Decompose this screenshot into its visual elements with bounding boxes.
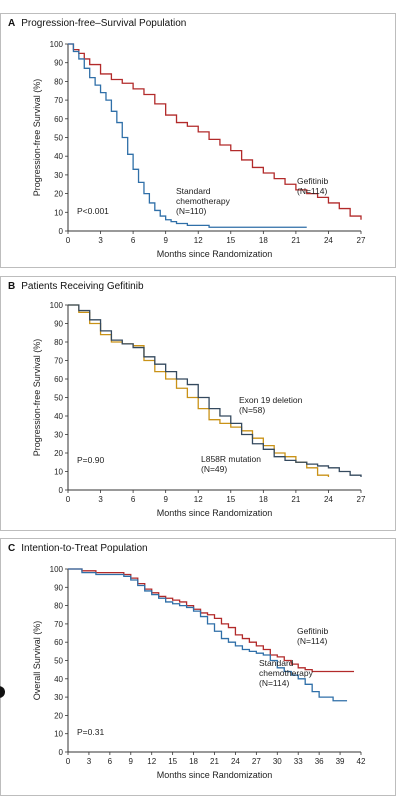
x-tick-label: 0 xyxy=(66,236,71,245)
y-tick-label: 80 xyxy=(54,602,63,611)
panel-a-title: A Progression-free–Survival Population xyxy=(8,18,187,29)
x-tick-label: 3 xyxy=(87,757,92,766)
x-tick-label: 6 xyxy=(131,495,136,504)
x-tick-label: 27 xyxy=(357,236,366,245)
y-tick-label: 0 xyxy=(59,227,64,236)
series-label-0: Gefitinib (N=114) xyxy=(297,626,328,646)
x-tick-label: 33 xyxy=(294,757,303,766)
y-tick-label: 10 xyxy=(54,468,63,477)
y-tick-label: 70 xyxy=(54,357,63,366)
x-tick-label: 18 xyxy=(259,236,268,245)
x-tick-label: 21 xyxy=(210,757,219,766)
y-tick-label: 80 xyxy=(54,338,63,347)
y-tick-label: 100 xyxy=(50,301,64,310)
series-line-1 xyxy=(68,43,307,228)
series-line-1 xyxy=(68,304,362,478)
y-axis-label: Progression-free Survival (%) xyxy=(32,79,42,197)
x-tick-label: 24 xyxy=(324,495,333,504)
y-tick-label: 30 xyxy=(54,693,63,702)
y-tick-label: 60 xyxy=(54,375,63,384)
y-tick-label: 90 xyxy=(54,320,63,329)
x-axis-label: Months since Randomization xyxy=(157,770,273,780)
panel-b-chart: 0 10 20 30 40 50 60 70 80 90 100 0 3 6 9 12 15 18 21 24 27 Mo… xyxy=(32,301,366,518)
y-tick-label: 0 xyxy=(59,486,64,495)
y-tick-label: 30 xyxy=(54,171,63,180)
x-tick-label: 18 xyxy=(189,757,198,766)
x-tick-label: 18 xyxy=(259,495,268,504)
x-tick-label: 6 xyxy=(131,236,136,245)
series-line-0 xyxy=(68,43,362,220)
panel-c-title: C Intention-to-Treat Population xyxy=(8,543,148,554)
x-tick-label: 9 xyxy=(163,236,168,245)
x-tick-label: 12 xyxy=(194,495,203,504)
y-tick-label: 100 xyxy=(50,40,64,49)
x-tick-label: 27 xyxy=(357,495,366,504)
y-tick-label: 30 xyxy=(54,431,63,440)
y-tick-label: 70 xyxy=(54,620,63,629)
series-label-1: Standard chemotherapy (N=110) xyxy=(176,186,231,216)
y-tick-label: 20 xyxy=(54,711,63,720)
y-tick-label: 50 xyxy=(54,134,63,143)
x-axis-label: Months since Randomization xyxy=(157,508,273,518)
panel-b-frame: B Patients Receiving Gefitinib 0 10 20 30 40 5… xyxy=(0,276,396,531)
y-axis-label: Overall Survival (%) xyxy=(32,621,42,701)
series-label-1: L858R mutation (N=49) xyxy=(201,454,261,474)
y-tick-label: 0 xyxy=(59,748,64,757)
y-tick-label: 40 xyxy=(54,675,63,684)
y-tick-label: 90 xyxy=(54,59,63,68)
x-tick-label: 15 xyxy=(226,236,235,245)
y-tick-label: 50 xyxy=(54,394,63,403)
x-tick-label: 0 xyxy=(66,757,71,766)
x-tick-label: 12 xyxy=(194,236,203,245)
panel-a-frame: A Progression-free–Survival Population 0 1… xyxy=(0,13,396,268)
x-tick-label: 27 xyxy=(252,757,261,766)
x-tick-label: 12 xyxy=(147,757,156,766)
y-tick-label: 40 xyxy=(54,152,63,161)
x-tick-label: 0 xyxy=(66,495,71,504)
y-tick-label: 40 xyxy=(54,412,63,421)
y-tick-label: 10 xyxy=(54,730,63,739)
x-axis-label: Months since Randomization xyxy=(157,249,273,259)
x-tick-label: 36 xyxy=(315,757,324,766)
x-tick-label: 24 xyxy=(324,236,333,245)
x-tick-label: 15 xyxy=(168,757,177,766)
p-value-annotation: P=0.90 xyxy=(77,455,104,465)
x-tick-label: 6 xyxy=(108,757,113,766)
x-tick-label: 15 xyxy=(226,495,235,504)
x-tick-label: 30 xyxy=(273,757,282,766)
y-tick-label: 100 xyxy=(50,565,64,574)
panel-b-title: B Patients Receiving Gefitinib xyxy=(8,281,144,292)
y-tick-label: 60 xyxy=(54,115,63,124)
y-tick-label: 90 xyxy=(54,583,63,592)
y-tick-label: 60 xyxy=(54,638,63,647)
y-tick-label: 50 xyxy=(54,657,63,666)
series-label-0: Exon 19 deletion (N=58) xyxy=(239,395,303,415)
x-tick-label: 9 xyxy=(163,495,168,504)
y-tick-label: 10 xyxy=(54,208,63,217)
x-tick-label: 3 xyxy=(98,495,103,504)
x-tick-label: 9 xyxy=(129,757,134,766)
x-tick-label: 21 xyxy=(291,236,300,245)
series-label-0: Gefitinib (N=114) xyxy=(297,176,328,196)
x-tick-label: 42 xyxy=(357,757,366,766)
panel-a-chart: 0 10 20 30 40 50 60 70 80 90 100 0 3 6 9 12 15 18 21 24 27 Mo… xyxy=(32,40,366,259)
y-tick-label: 70 xyxy=(54,96,63,105)
p-value-annotation: P<0.001 xyxy=(77,206,109,216)
x-tick-label: 3 xyxy=(98,236,103,245)
x-tick-label: 24 xyxy=(231,757,240,766)
y-tick-label: 80 xyxy=(54,77,63,86)
x-tick-label: 21 xyxy=(291,495,300,504)
y-tick-label: 20 xyxy=(54,190,63,199)
series-line-0 xyxy=(68,568,355,673)
series-line-1 xyxy=(68,568,348,702)
y-axis-label: Progression-free Survival (%) xyxy=(32,339,42,457)
p-value-annotation: P=0.31 xyxy=(77,727,104,737)
edge-marker xyxy=(0,686,5,698)
x-tick-label: 39 xyxy=(336,757,345,766)
y-tick-label: 20 xyxy=(54,449,63,458)
series-label-1: Standard chemotherapy (N=114) xyxy=(259,658,314,688)
panel-c-frame: C Intention-to-Treat Population 0 10 20 30 40… xyxy=(0,538,396,796)
